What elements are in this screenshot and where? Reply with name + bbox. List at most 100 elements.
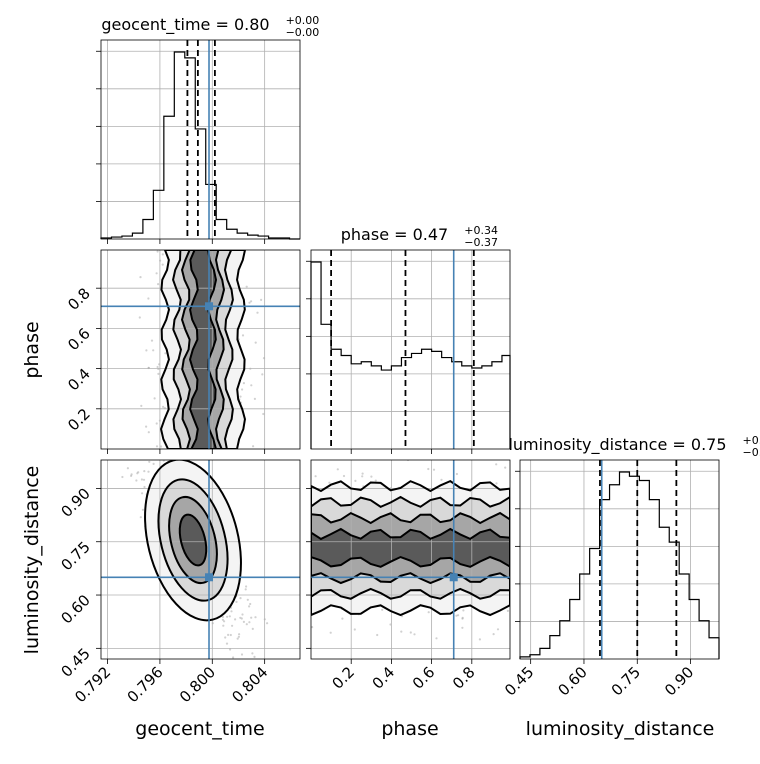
sample-point (147, 297, 150, 300)
sample-point (504, 466, 507, 469)
truth-marker (205, 573, 214, 582)
sample-point (252, 445, 255, 448)
sample-point (461, 616, 464, 619)
sample-point (506, 609, 509, 613)
sample-point (275, 673, 277, 675)
sample-point (462, 609, 465, 612)
sample-point (161, 263, 164, 266)
sample-point (361, 475, 364, 478)
sample-point (150, 339, 154, 342)
sample-point (236, 637, 239, 640)
sample-point (242, 382, 245, 385)
sample-point (228, 615, 231, 618)
tick-label-y: 0.4 (64, 365, 94, 395)
tick-label-x: 0.75 (608, 663, 644, 699)
sample-point (314, 475, 317, 478)
sample-point (136, 472, 139, 475)
truth-marker (449, 573, 458, 582)
sample-point (435, 637, 438, 640)
panel-frame (100, 459, 301, 660)
sample-point (253, 655, 256, 659)
contour-line (311, 480, 510, 617)
sample-point (232, 656, 235, 659)
text-layer: geocent_time = 0.80 +0.00−0.00 phase = 0.4… (21, 14, 760, 740)
sample-point (478, 638, 481, 641)
sample-point (155, 422, 158, 425)
sample-point (455, 614, 458, 617)
tick-label-y: 0.2 (64, 405, 94, 435)
tick-label-x: 0.2 (328, 663, 358, 693)
sample-point (266, 622, 269, 625)
panel-frame (519, 459, 720, 660)
tick-label-x: 0.90 (661, 663, 697, 699)
sample-point (321, 456, 323, 458)
sample-point (144, 433, 146, 435)
sample-point (329, 631, 332, 634)
sample-point (142, 478, 146, 481)
tick-label-y: 0.6 (64, 324, 94, 354)
sample-point (130, 452, 132, 454)
sample-point (427, 467, 430, 471)
sample-point (250, 300, 253, 303)
sample-point (145, 349, 148, 352)
sample-point (135, 479, 138, 482)
sample-point (381, 608, 384, 611)
sample-point (432, 468, 436, 471)
sample-point (148, 460, 151, 463)
contour-line (311, 495, 510, 600)
title-upper-error: +0.34 (464, 224, 498, 237)
sample-point (164, 352, 167, 355)
sample-point (260, 298, 263, 301)
sample-point (262, 412, 265, 416)
sample-point (254, 341, 257, 344)
sample-point (427, 611, 430, 614)
sample-point (229, 633, 232, 637)
sample-point (153, 397, 156, 400)
truth-marker (205, 302, 214, 311)
sample-point (457, 614, 460, 617)
sample-point (254, 616, 257, 619)
sample-point (461, 626, 464, 629)
sample-point (157, 283, 160, 286)
sample-point (455, 472, 458, 476)
sample-point (221, 618, 224, 621)
sample-point (129, 454, 131, 456)
sample-point (121, 475, 124, 479)
sample-point (245, 623, 248, 626)
tick-label-x: 0.800 (176, 663, 219, 706)
contour-line (311, 527, 510, 568)
sample-point (134, 431, 136, 433)
contour-line (178, 513, 208, 567)
sample-point (235, 600, 238, 604)
sample-point (152, 349, 155, 352)
sample-point (145, 425, 148, 428)
panel-frame (310, 249, 511, 450)
sample-point (496, 628, 500, 631)
sample-point (143, 470, 146, 473)
sample-point (231, 624, 234, 627)
sample-point (156, 250, 159, 253)
sample-point (229, 648, 232, 651)
sample-point (440, 478, 443, 481)
sample-point (141, 492, 144, 495)
sample-point (239, 616, 242, 619)
sample-point (143, 485, 146, 489)
contour-line (172, 250, 234, 449)
tick-label-x: 0.45 (501, 663, 537, 699)
sample-point (239, 597, 242, 600)
sample-point (241, 388, 244, 391)
grid-layer (101, 40, 719, 659)
panel-title-luminosity_distance: luminosity_distance = 0.75 (508, 435, 726, 455)
sample-point (341, 617, 344, 620)
sample-point (241, 613, 244, 616)
panel-frame (100, 39, 301, 240)
x-axis-label-phase: phase (381, 718, 438, 740)
sample-point (400, 630, 403, 633)
sample-point (152, 462, 155, 465)
sample-point (134, 457, 136, 459)
sample-point (244, 588, 247, 591)
tick-label-x: 0.60 (554, 663, 590, 699)
sample-point (132, 415, 134, 417)
marks-layer (100, 40, 720, 659)
sample-point (409, 631, 412, 634)
